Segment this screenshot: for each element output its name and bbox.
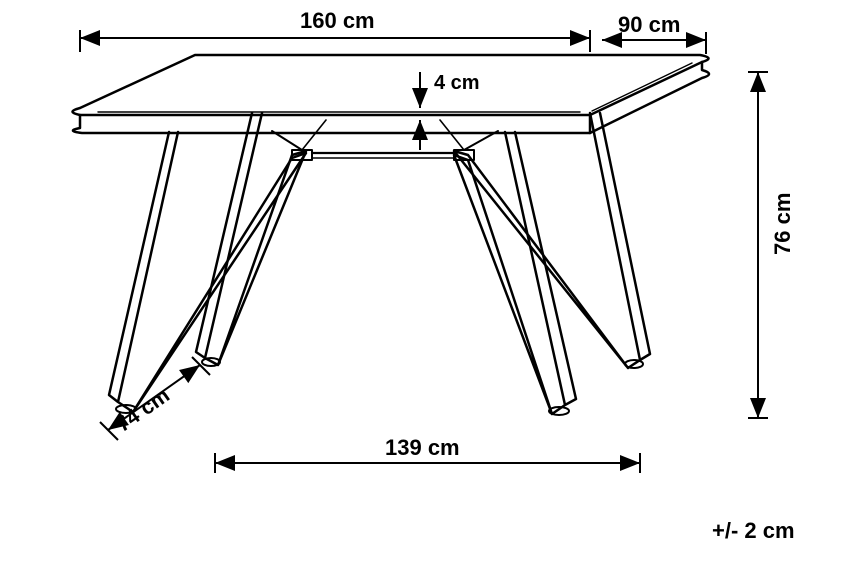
diagram-stage: 160 cm 90 cm 4 cm 76 cm 74 cm 139 cm +/-…	[0, 0, 841, 563]
dim-height: 76 cm	[770, 193, 796, 255]
dim-foot-width: 139 cm	[385, 435, 460, 461]
dim-top-depth: 90 cm	[618, 12, 680, 38]
tolerance-note: +/- 2 cm	[712, 518, 795, 544]
dim-top-width: 160 cm	[300, 8, 375, 34]
dim-thickness: 4 cm	[434, 72, 480, 95]
tabletop	[73, 55, 710, 133]
drawing-svg	[0, 0, 841, 563]
legs	[109, 113, 650, 415]
